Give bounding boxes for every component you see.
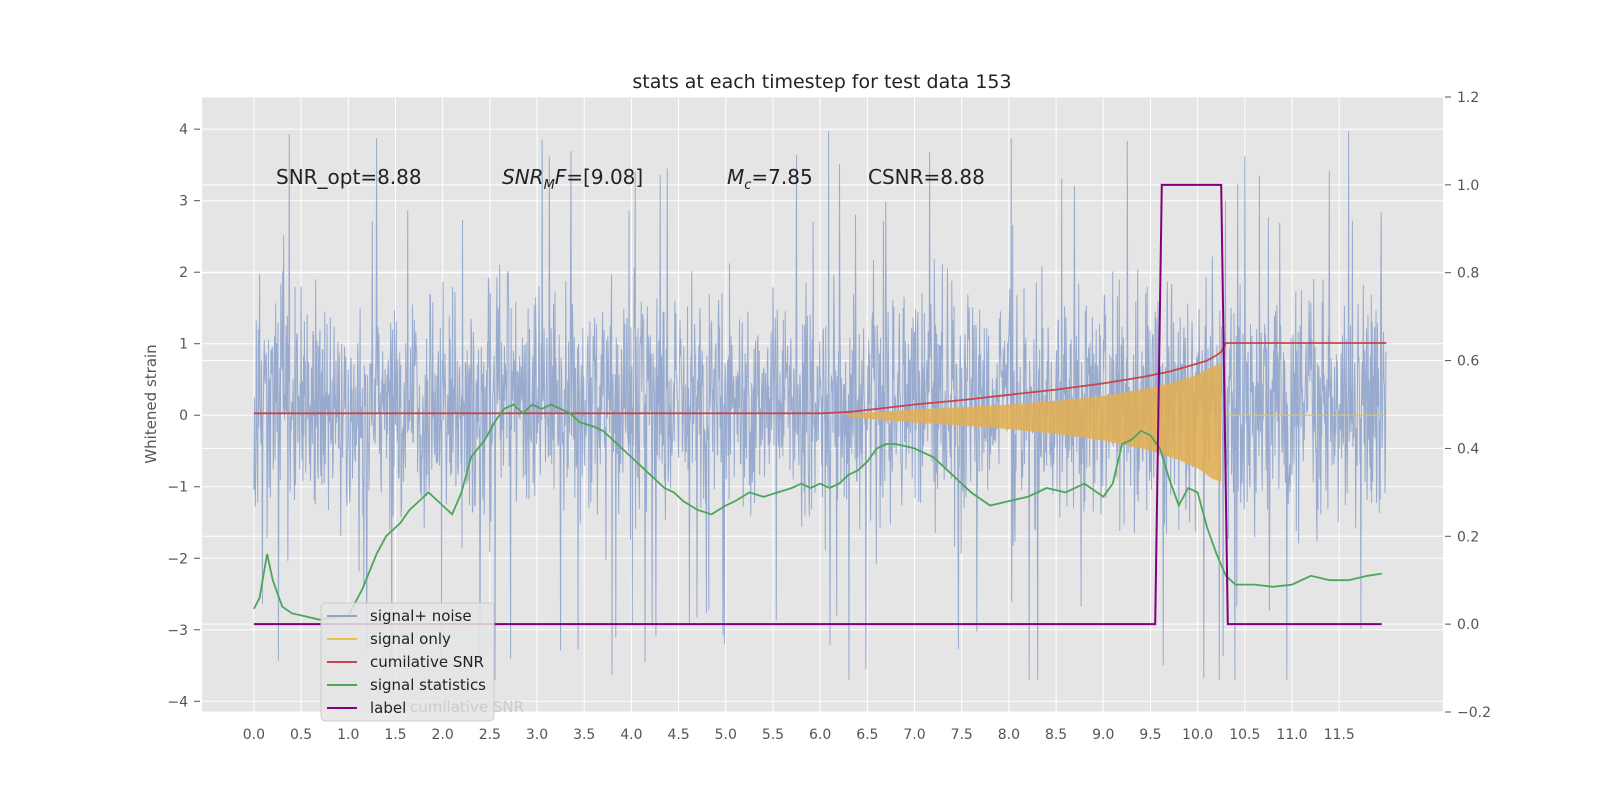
chart-title: stats at each timestep for test data 153: [632, 71, 1011, 93]
series-cumulative-snr: [253, 342, 1387, 415]
x-tick-label: 3.5: [573, 727, 595, 743]
x-tick-label: 0.5: [290, 727, 312, 743]
series-label: [253, 183, 1382, 626]
axes: 0.0 0.5 1.0 1.5 2.0 2.5 3.0 3.5 4.0 4.5 5.0 5.5 6.0 6…: [167, 90, 1491, 743]
y2-tick-label: 1.2: [1457, 90, 1479, 106]
x-tick-label: 7.0: [903, 727, 925, 743]
signal-noise-series: [253, 131, 1387, 680]
x-tick-label: 6.0: [809, 727, 831, 743]
legend-box: [320, 602, 495, 722]
annotation-mc: Mc=7.85: [727, 165, 813, 193]
legend-label-stats: signal statistics: [370, 676, 486, 694]
x-tick-label: 0.0: [243, 727, 265, 743]
x-tick-label: 9.0: [1092, 727, 1114, 743]
y-tick-label: −3: [167, 623, 188, 639]
y2-tick-label: 0.4: [1457, 441, 1479, 457]
y-tick-label: −1: [167, 480, 188, 496]
y-tick-label: 3: [179, 194, 188, 210]
x-tick-label: 5.0: [715, 727, 737, 743]
annotation-csnr: CSNR=8.88: [868, 165, 985, 189]
y-tick-label: −4: [167, 694, 188, 710]
x-tick-label: 6.5: [856, 727, 878, 743]
y2-tick-label: 0.6: [1457, 354, 1479, 370]
x-tick-label: 8.5: [1045, 727, 1067, 743]
legend-label-noise: signal+ noise: [370, 607, 472, 625]
x-tick-label: 2.0: [432, 727, 454, 743]
legend: cumilative SNR signal+ noise signal only…: [320, 602, 524, 722]
x-tick-label: 7.5: [951, 727, 973, 743]
y-axis-label: Whitened strain: [142, 344, 160, 463]
x-tick-label: 2.5: [479, 727, 501, 743]
y2-tick-label: 0.8: [1457, 266, 1479, 282]
legend-hidden-text: cumilative SNR: [410, 698, 524, 716]
x-tick-label: 11.5: [1324, 727, 1355, 743]
legend-label-csnr: cumilative SNR: [370, 653, 484, 671]
x-tick-label: 9.5: [1139, 727, 1161, 743]
legend-label-label: label: [370, 699, 406, 717]
y2-tick-label: −0.2: [1457, 705, 1491, 721]
line-series: [253, 183, 1387, 626]
legend-label-signal: signal only: [370, 630, 451, 648]
y2-tick-label: 0.0: [1457, 617, 1479, 633]
y-tick-label: 0: [179, 408, 188, 424]
x-tick-label: 8.0: [998, 727, 1020, 743]
y-tick-label: 4: [179, 122, 188, 138]
annotation-snr-mf: SNRMF=[9.08]: [502, 165, 643, 193]
x-tick-label: 10.0: [1182, 727, 1213, 743]
y-tick-label: 2: [179, 265, 188, 281]
y-tick-label: −2: [167, 551, 188, 567]
x-tick-label: 5.5: [762, 727, 784, 743]
x-tick-label: 1.0: [337, 727, 359, 743]
annotation-snr-opt: SNR_opt=8.88: [276, 165, 422, 189]
series-signal-only: [848, 363, 1222, 483]
x-tick-label: 4.0: [620, 727, 642, 743]
x-tick-label: 4.5: [667, 727, 689, 743]
y2-tick-label: 1.0: [1457, 178, 1479, 194]
y-tick-label: 1: [179, 337, 188, 353]
signal-only-series: [848, 363, 1387, 483]
x-tick-label: 3.0: [526, 727, 548, 743]
x-tick-label: 10.5: [1229, 727, 1260, 743]
x-tick-label: 1.5: [384, 727, 406, 743]
series-signal-noise: [253, 131, 1387, 680]
series-signal-statistics: [253, 403, 1382, 621]
y2-tick-label: 0.2: [1457, 529, 1479, 545]
x-tick-label: 11.0: [1276, 727, 1307, 743]
